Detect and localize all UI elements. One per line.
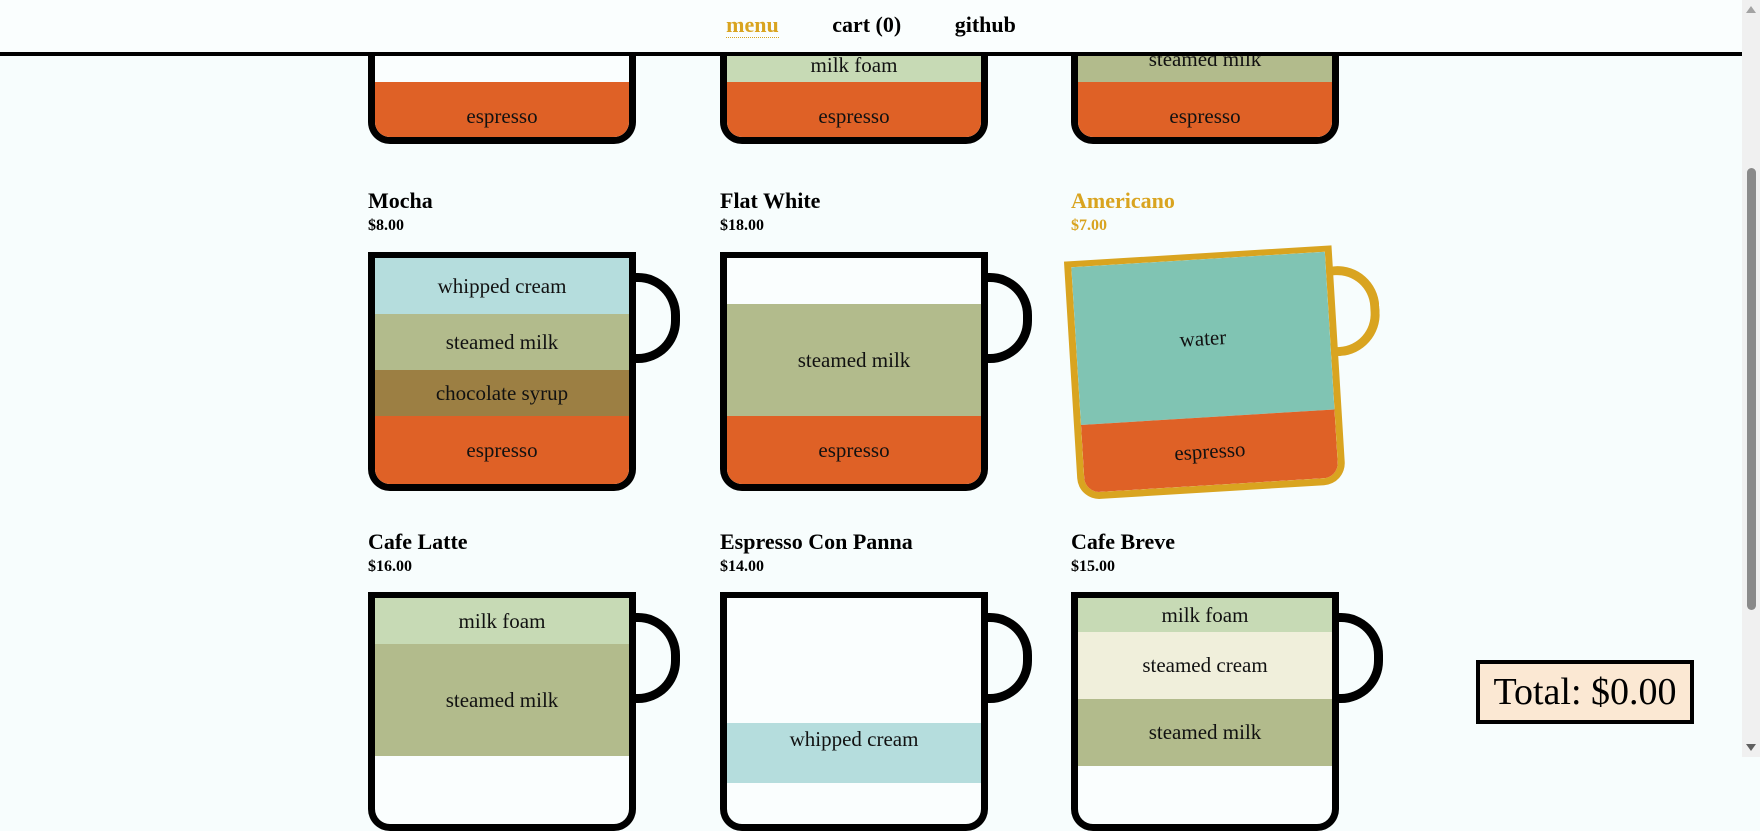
- layer-milk-foam: milk foam: [375, 598, 629, 644]
- layer-espresso: espresso: [727, 416, 981, 484]
- layer-chocolate-syrup: chocolate syrup: [375, 370, 629, 416]
- layer-water: water: [1071, 251, 1335, 425]
- cup[interactable]: whipped cream: [720, 592, 988, 831]
- item-price: $15.00: [1071, 558, 1115, 575]
- cup[interactable]: milk foam steamed milk: [368, 592, 636, 831]
- scroll-up-arrow-icon[interactable]: [1746, 6, 1756, 13]
- item-price: $18.00: [720, 217, 764, 234]
- top-nav-bar: menu cart (0) github: [0, 0, 1742, 56]
- nav-github-link[interactable]: github: [954, 12, 1016, 37]
- page-scrollbar[interactable]: [1742, 0, 1760, 757]
- cup-handle: [1325, 263, 1383, 357]
- layer-espresso: espresso: [727, 82, 981, 137]
- nav-links: menu cart (0) github: [0, 12, 1742, 38]
- scroll-down-arrow-icon[interactable]: [1746, 744, 1756, 751]
- layer-espresso: espresso: [375, 416, 629, 484]
- item-price: $16.00: [368, 558, 412, 575]
- item-name: Espresso Con Panna: [720, 529, 913, 554]
- cup[interactable]: steamed milk espresso: [720, 252, 988, 491]
- layer-espresso: espresso: [1080, 409, 1339, 493]
- item-price: $8.00: [368, 217, 404, 234]
- item-price: $7.00: [1071, 217, 1107, 234]
- layer-whipped-cream: whipped cream: [375, 258, 629, 314]
- layer-espresso: espresso: [1078, 82, 1332, 137]
- cup-hovered[interactable]: water espresso: [1063, 243, 1388, 501]
- layer-steamed-cream: steamed cream: [1078, 632, 1332, 699]
- nav-menu-link[interactable]: menu: [726, 12, 779, 38]
- item-name: Cafe Latte: [368, 529, 468, 554]
- item-name: Cafe Breve: [1071, 529, 1176, 554]
- layer-milk-foam: milk foam: [1078, 598, 1332, 632]
- cup[interactable]: whipped cream steamed milk chocolate syr…: [368, 252, 636, 491]
- cup-handle: [981, 613, 1032, 703]
- cart-total: Total: $0.00: [1476, 660, 1694, 724]
- layer-whipped-cream: whipped cream: [727, 723, 981, 783]
- layer-steamed-milk: steamed milk: [1078, 699, 1332, 766]
- cup[interactable]: water espresso: [1063, 245, 1347, 501]
- nav-cart-link[interactable]: cart (0): [832, 12, 902, 37]
- layer-steamed-milk: steamed milk: [375, 314, 629, 370]
- cup-handle: [1332, 613, 1383, 703]
- item-name: Americano: [1071, 188, 1175, 213]
- item-name: Mocha: [368, 188, 433, 213]
- scrollbar-thumb[interactable]: [1747, 168, 1756, 610]
- cup-handle: [629, 613, 680, 703]
- cup[interactable]: milk foam steamed cream steamed milk: [1071, 592, 1339, 831]
- layer-espresso: espresso: [375, 82, 629, 137]
- item-price: $14.00: [720, 558, 764, 575]
- layer-steamed-milk: steamed milk: [375, 644, 629, 756]
- cup-handle: [629, 273, 680, 363]
- layer-steamed-milk: steamed milk: [727, 304, 981, 416]
- cup-handle: [981, 273, 1032, 363]
- item-name: Flat White: [720, 188, 821, 213]
